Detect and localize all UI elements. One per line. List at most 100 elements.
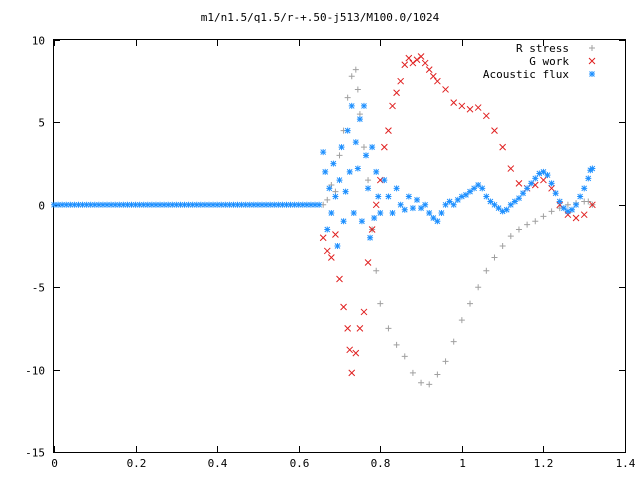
data-point-acoustic-flux bbox=[389, 210, 396, 217]
data-point-acoustic-flux bbox=[450, 201, 457, 208]
data-point-acoustic-flux bbox=[430, 214, 437, 221]
data-point-acoustic-flux bbox=[413, 196, 420, 203]
data-point-acoustic-flux bbox=[87, 201, 94, 208]
data-point-acoustic-flux bbox=[83, 201, 90, 208]
data-point-g-work bbox=[348, 369, 356, 377]
data-point-r-stress bbox=[365, 177, 372, 184]
data-point-acoustic-flux bbox=[409, 205, 416, 212]
data-point-acoustic-flux bbox=[334, 243, 341, 249]
data-point-acoustic-flux bbox=[540, 168, 547, 175]
data-point-acoustic-flux bbox=[322, 168, 329, 175]
data-point-acoustic-flux bbox=[197, 201, 204, 208]
data-point-acoustic-flux bbox=[222, 201, 229, 208]
data-point-r-stress bbox=[442, 358, 449, 365]
data-point-g-work bbox=[405, 54, 413, 62]
data-point-acoustic-flux bbox=[193, 201, 200, 208]
data-point-acoustic-flux bbox=[79, 201, 86, 208]
axis-ticks: 0 0.2 0.4 0.6 0.8 1 1.2 1.4 -15 -10 -5 0 5 10 bbox=[25, 35, 636, 471]
data-point-r-stress bbox=[373, 267, 380, 274]
data-point-acoustic-flux bbox=[230, 201, 237, 208]
data-point-r-stress bbox=[434, 371, 441, 378]
data-point-acoustic-flux bbox=[552, 190, 559, 197]
data-point-acoustic-flux bbox=[581, 185, 588, 192]
data-point-acoustic-flux bbox=[350, 210, 357, 217]
data-point-acoustic-flux bbox=[454, 196, 461, 203]
data-point-acoustic-flux bbox=[287, 201, 294, 208]
data-point-acoustic-flux bbox=[360, 102, 367, 109]
data-point-acoustic-flux bbox=[55, 201, 62, 208]
data-point-acoustic-flux bbox=[226, 201, 233, 208]
data-point-g-work bbox=[434, 77, 441, 85]
x-tick-label: 1.4 bbox=[616, 457, 636, 470]
data-point-g-work bbox=[466, 105, 474, 113]
data-point-acoustic-flux bbox=[140, 201, 147, 208]
data-point-acoustic-flux bbox=[108, 201, 115, 208]
data-point-acoustic-flux bbox=[381, 177, 388, 184]
data-point-acoustic-flux bbox=[354, 165, 361, 172]
data-point-acoustic-flux bbox=[59, 201, 66, 208]
data-point-acoustic-flux bbox=[250, 201, 257, 208]
y-tick-label: -15 bbox=[25, 447, 45, 460]
data-point-g-work bbox=[340, 303, 347, 311]
data-point-acoustic-flux bbox=[157, 201, 164, 208]
data-point-acoustic-flux bbox=[234, 201, 241, 208]
data-point-acoustic-flux bbox=[401, 206, 408, 213]
data-point-acoustic-flux bbox=[524, 185, 531, 192]
data-point-g-work bbox=[482, 112, 490, 120]
data-point-g-work bbox=[540, 176, 547, 184]
plot-frame bbox=[53, 39, 626, 453]
data-point-acoustic-flux bbox=[446, 198, 453, 205]
data-point-acoustic-flux bbox=[483, 193, 490, 200]
data-point-acoustic-flux bbox=[112, 201, 119, 208]
data-point-acoustic-flux bbox=[340, 218, 347, 225]
data-point-g-work bbox=[397, 77, 405, 85]
data-point-g-work bbox=[507, 165, 515, 172]
data-point-g-work bbox=[413, 56, 421, 64]
data-point-g-work bbox=[323, 247, 331, 255]
data-point-g-work bbox=[319, 234, 327, 242]
data-point-g-work bbox=[364, 259, 372, 266]
data-point-acoustic-flux bbox=[397, 201, 404, 208]
data-point-r-stress bbox=[532, 218, 539, 225]
data-point-acoustic-flux bbox=[348, 102, 355, 109]
data-point-r-stress bbox=[491, 254, 498, 261]
data-point-g-work bbox=[344, 325, 352, 332]
legend-marker-r-stress bbox=[589, 45, 595, 51]
data-point-acoustic-flux bbox=[336, 177, 343, 184]
data-point-acoustic-flux bbox=[181, 201, 188, 208]
data-point-acoustic-flux bbox=[418, 205, 425, 212]
data-point-acoustic-flux bbox=[299, 201, 306, 208]
data-point-acoustic-flux bbox=[515, 195, 522, 202]
data-point-g-work bbox=[332, 231, 339, 238]
data-point-r-stress bbox=[418, 379, 425, 386]
data-point-acoustic-flux bbox=[267, 201, 274, 208]
data-point-g-work bbox=[589, 201, 596, 209]
data-point-r-stress bbox=[548, 208, 555, 215]
data-point-acoustic-flux bbox=[577, 193, 584, 200]
data-point-acoustic-flux bbox=[462, 191, 469, 198]
data-point-acoustic-flux bbox=[471, 185, 478, 192]
data-point-g-work bbox=[425, 66, 433, 74]
data-point-acoustic-flux bbox=[528, 180, 535, 187]
data-point-acoustic-flux bbox=[507, 201, 514, 208]
data-point-r-stress bbox=[499, 243, 506, 249]
data-point-g-work bbox=[368, 226, 376, 233]
data-point-r-stress bbox=[328, 182, 335, 189]
data-point-g-work bbox=[548, 184, 555, 192]
legend-label-r-stress: R stress bbox=[516, 42, 569, 55]
data-point-r-stress bbox=[377, 300, 384, 307]
data-point-acoustic-flux bbox=[405, 193, 412, 200]
data-point-g-work bbox=[401, 61, 409, 69]
data-point-g-work bbox=[572, 214, 580, 222]
data-point-g-work bbox=[372, 201, 380, 209]
series-g-work bbox=[319, 53, 596, 377]
data-point-acoustic-flux bbox=[326, 185, 333, 192]
series-r-stress bbox=[320, 66, 596, 388]
data-point-acoustic-flux bbox=[491, 201, 498, 208]
data-point-acoustic-flux bbox=[479, 185, 486, 192]
data-point-acoustic-flux bbox=[338, 144, 345, 151]
data-point-acoustic-flux bbox=[144, 201, 151, 208]
data-point-acoustic-flux bbox=[246, 201, 253, 208]
data-point-g-work bbox=[442, 86, 449, 93]
